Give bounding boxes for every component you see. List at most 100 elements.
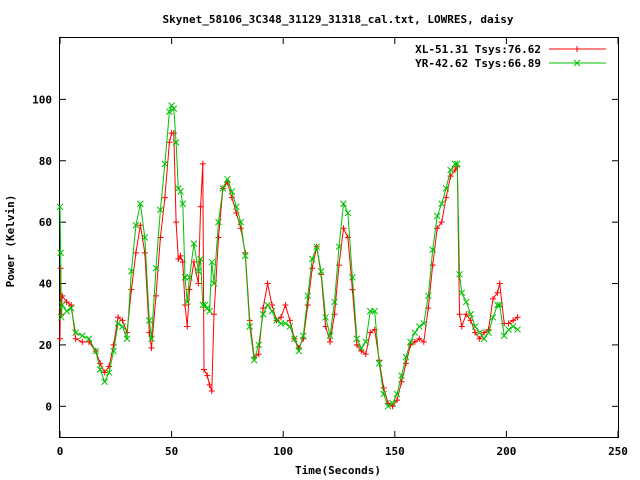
data-point <box>128 267 135 275</box>
data-point <box>309 265 316 272</box>
data-point <box>467 310 475 318</box>
data-point <box>148 344 155 351</box>
axes: 0 50 100 150 200 250 0 20 40 60 80 100 <box>32 38 628 458</box>
data-point <box>398 372 405 379</box>
data-point <box>177 188 184 195</box>
data-point <box>175 255 182 262</box>
legend-marker <box>573 59 581 67</box>
data-point <box>514 326 521 333</box>
data-point <box>358 348 365 355</box>
data-point <box>228 188 236 195</box>
data-point <box>161 194 168 201</box>
data-point <box>152 264 160 272</box>
data-point <box>250 356 258 364</box>
data-point <box>177 252 184 259</box>
data-point <box>420 338 427 345</box>
data-point <box>197 255 204 263</box>
data-point <box>106 363 113 370</box>
data-point <box>208 258 216 266</box>
data-point <box>349 286 356 293</box>
data-point <box>429 246 437 254</box>
data-point <box>447 166 454 174</box>
data-point <box>344 209 352 217</box>
data-point <box>136 200 144 208</box>
data-point <box>58 301 66 309</box>
data-point <box>442 185 450 192</box>
data-point <box>456 311 463 318</box>
data-point <box>184 323 191 330</box>
data-point <box>496 301 504 309</box>
data-point <box>145 317 153 324</box>
y-tick-label: 40 <box>39 278 52 291</box>
data-point <box>215 218 222 226</box>
data-point <box>57 335 63 342</box>
data-point <box>313 243 321 251</box>
series-2 <box>56 102 521 410</box>
series-line <box>59 132 518 407</box>
data-point <box>114 320 122 327</box>
data-point <box>206 381 213 388</box>
data-point <box>197 203 204 210</box>
data-point <box>424 292 432 300</box>
data-point <box>255 351 262 358</box>
data-point <box>485 329 492 336</box>
data-point <box>340 225 347 232</box>
data-point <box>291 335 298 343</box>
data-point <box>367 329 374 336</box>
data-point <box>269 302 276 309</box>
data-point <box>496 280 503 287</box>
data-point <box>458 289 466 297</box>
series-layer <box>56 102 521 410</box>
data-point <box>472 329 479 336</box>
data-point <box>119 323 126 330</box>
data-point <box>282 320 289 327</box>
data-point <box>173 219 180 226</box>
series-1 <box>57 130 521 410</box>
data-point <box>172 139 180 146</box>
data-point <box>453 160 461 168</box>
data-point <box>510 317 517 324</box>
data-point <box>331 298 338 306</box>
data-point <box>282 302 289 309</box>
data-point <box>232 203 240 211</box>
data-point <box>480 335 488 343</box>
data-point <box>490 295 497 302</box>
data-point <box>443 194 450 201</box>
data-point <box>157 206 164 214</box>
data-point <box>476 335 483 342</box>
data-point <box>304 292 312 300</box>
data-point <box>56 203 64 211</box>
data-point <box>148 335 155 343</box>
data-point <box>255 341 263 349</box>
data-point <box>357 344 365 352</box>
data-point <box>78 332 86 340</box>
data-point <box>438 219 445 226</box>
data-point <box>141 249 148 256</box>
data-point <box>505 326 512 333</box>
data-point <box>199 301 207 309</box>
data-point <box>195 267 202 275</box>
data-point <box>451 160 459 168</box>
data-point <box>264 301 271 309</box>
data-point <box>199 160 206 167</box>
data-point <box>500 332 508 340</box>
data-point <box>335 243 343 251</box>
data-point <box>115 314 122 321</box>
data-point <box>317 267 325 275</box>
data-point <box>380 384 387 391</box>
data-point <box>340 200 347 208</box>
data-point <box>362 351 369 358</box>
y-tick-label: 0 <box>45 400 52 413</box>
data-point <box>186 286 193 293</box>
data-point <box>166 139 173 146</box>
data-point <box>402 360 409 367</box>
data-point <box>322 313 329 321</box>
data-point <box>186 274 193 281</box>
data-point <box>174 185 182 192</box>
data-point <box>101 378 108 386</box>
data-point <box>295 347 303 355</box>
data-point <box>123 335 131 343</box>
data-point <box>389 399 396 407</box>
